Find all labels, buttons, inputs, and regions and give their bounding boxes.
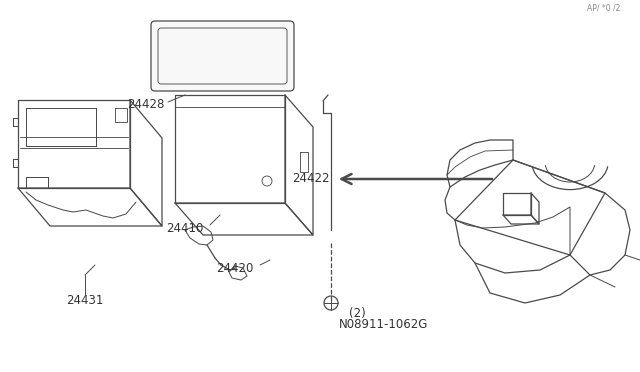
Text: 24420: 24420 [216,262,253,275]
Text: 24422: 24422 [292,173,330,186]
Text: 24428: 24428 [127,99,165,112]
Text: N08911-1062G: N08911-1062G [339,318,428,331]
Text: 24431: 24431 [67,294,104,307]
Text: AP/ *0 /2: AP/ *0 /2 [587,3,620,13]
FancyBboxPatch shape [151,21,294,91]
Text: 24410: 24410 [166,221,204,234]
Text: (2): (2) [349,307,365,320]
